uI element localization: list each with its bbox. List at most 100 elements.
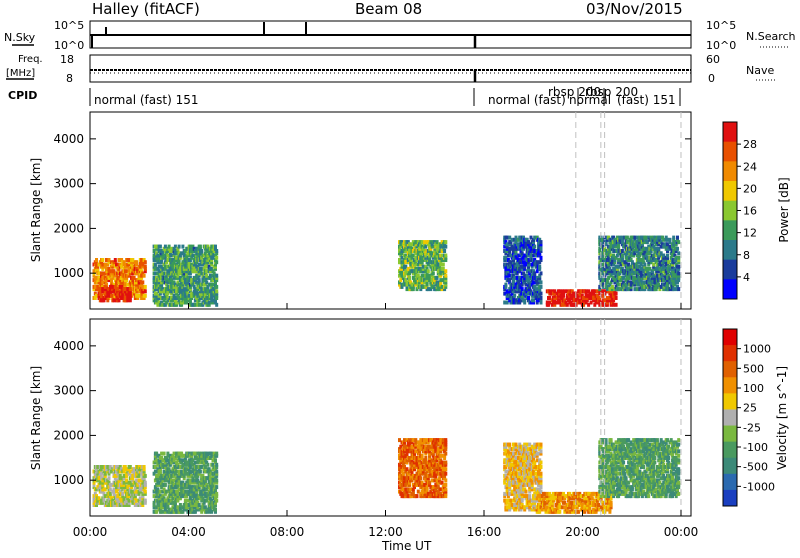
echo-cell [666,254,669,258]
echo-cell [540,296,543,300]
colorbar-swatch [723,161,737,181]
echo-cell [677,251,680,255]
echo-cell [669,238,672,242]
echo-cell [615,292,618,296]
echo-cell [110,294,113,298]
echo-cell [214,245,217,249]
echo-cell [215,499,218,503]
echo-cell [141,280,144,284]
echo-cell [444,254,447,258]
echo-cell [200,249,203,253]
echo-cell [540,240,543,244]
echo-cell [444,245,447,249]
echo-cell [215,256,218,260]
nsearch-tick-bottom: 10^0 [706,39,736,52]
y-tick-label: 4000 [53,132,84,146]
echo-cell [118,298,121,302]
echo-cell [630,280,633,284]
echo-cell [178,245,181,249]
echo-cell [215,485,218,489]
cpid-label: CPID [8,89,37,102]
echo-cell [209,274,212,278]
echo-cell [144,499,147,503]
colorbar-swatch [723,201,737,221]
echo-cell [215,478,218,482]
nsky-tick-top: 10^5 [54,19,84,32]
echo-cell [214,508,217,512]
echo-cell [144,260,147,264]
freq-panel [90,55,691,82]
cpid-segment: (fast) 151 [617,93,676,107]
colorbar-tick-label: 28 [743,138,757,151]
y-tick-label: 3000 [53,177,84,191]
echo-cell [424,456,427,460]
echo-cell [215,303,218,307]
echo-cell [444,269,447,273]
echo-cell [159,245,162,249]
echo-cell [106,298,109,302]
echo-cell [677,256,680,260]
freq-label: Freq. [18,54,43,65]
echo-cell [129,287,132,291]
echo-cell [540,280,543,284]
echo-cell [143,465,146,469]
echo-cell [143,274,146,278]
echo-cell [215,285,218,289]
freq-unit: [MHz] [6,68,35,79]
power-ylabel: Slant Range [km] [29,158,43,262]
echo-cell [677,240,680,244]
echo-cell [114,258,117,262]
echo-cell [444,467,447,471]
echo-cell [672,236,675,240]
echo-cell [533,245,536,249]
echo-cell [215,463,218,467]
echo-cell [677,287,680,291]
echo-cell [215,452,218,456]
nave-tick-bottom: 0 [708,72,715,85]
echo-cell [513,294,516,298]
nsky-label: N.Sky [4,31,36,44]
echo-cell [144,474,147,478]
echo-cell [135,260,138,264]
echo-cell [643,263,646,267]
echo-cell [206,463,209,467]
colorbar-tick-label: 24 [743,160,757,173]
echo-cell [540,271,543,275]
echo-cell [144,481,147,485]
echo-cell [164,483,167,487]
beam-title: Beam 08 [355,0,422,18]
echo-cell [95,258,98,262]
cpid-segment: normal (fast) 151 [94,93,198,107]
y-tick-label: 2000 [53,221,84,235]
colorbar-tick-label: 20 [743,182,757,195]
echo-cell [538,265,541,269]
colorbar-swatch [723,122,737,142]
echo-cell [416,494,419,498]
colorbar-swatch [723,220,737,240]
freq-tick-bottom: 8 [66,72,73,85]
echo-cell [432,271,435,275]
echo-cell [215,274,218,278]
echo-cell [540,292,543,296]
echo-cell [144,289,147,293]
nsky-tick-bottom: 10^0 [54,39,84,52]
echo-cell [677,265,680,269]
colorbar-tick-label: 8 [743,249,750,262]
echo-cell [408,276,411,280]
y-tick-label: 1000 [53,266,84,280]
echo-cell [144,294,147,298]
echo-cell [444,478,447,482]
echo-cell [144,265,147,269]
nsearch-tick-top: 10^5 [706,19,736,32]
colorbar-swatch [723,240,737,260]
echo-cell [214,458,217,462]
echo-cell [444,483,447,487]
colorbar-tick-label: 4 [743,271,750,284]
echo-cell [104,285,107,289]
echo-cell [615,296,618,300]
echo-cell [215,492,218,496]
